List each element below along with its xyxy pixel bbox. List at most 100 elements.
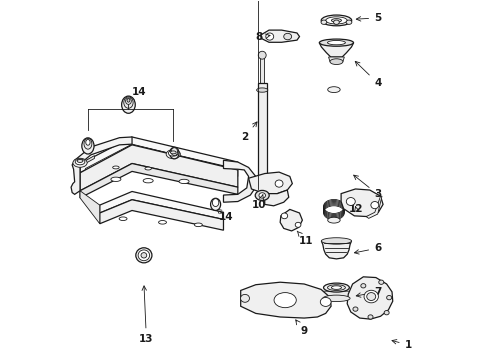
- Ellipse shape: [387, 296, 392, 300]
- Ellipse shape: [145, 167, 151, 170]
- Ellipse shape: [274, 293, 296, 308]
- Ellipse shape: [258, 51, 266, 59]
- Ellipse shape: [141, 253, 147, 258]
- Ellipse shape: [331, 286, 342, 289]
- Text: 1: 1: [392, 339, 412, 350]
- Ellipse shape: [166, 150, 180, 159]
- Text: 2: 2: [242, 122, 257, 142]
- Ellipse shape: [241, 294, 249, 302]
- Ellipse shape: [73, 158, 87, 167]
- Text: 11: 11: [297, 231, 313, 246]
- Ellipse shape: [323, 295, 350, 302]
- Ellipse shape: [331, 19, 342, 22]
- Ellipse shape: [368, 315, 373, 319]
- Ellipse shape: [327, 41, 345, 45]
- Ellipse shape: [138, 250, 149, 261]
- Text: 3: 3: [354, 175, 381, 199]
- Polygon shape: [321, 241, 351, 259]
- Polygon shape: [319, 42, 354, 57]
- Ellipse shape: [321, 20, 327, 24]
- Ellipse shape: [384, 311, 389, 315]
- Text: 8: 8: [256, 32, 270, 42]
- Ellipse shape: [84, 138, 92, 149]
- Polygon shape: [341, 189, 383, 217]
- Ellipse shape: [77, 159, 83, 162]
- Ellipse shape: [211, 198, 220, 211]
- Ellipse shape: [171, 151, 176, 154]
- Ellipse shape: [334, 20, 339, 24]
- Polygon shape: [261, 30, 299, 42]
- Polygon shape: [100, 192, 223, 220]
- Bar: [258, 83, 267, 189]
- Text: 6: 6: [354, 243, 381, 254]
- Ellipse shape: [127, 99, 130, 102]
- Ellipse shape: [371, 202, 379, 209]
- Ellipse shape: [171, 148, 177, 156]
- Ellipse shape: [195, 223, 202, 226]
- Ellipse shape: [75, 159, 85, 165]
- Ellipse shape: [259, 193, 266, 198]
- Ellipse shape: [281, 213, 288, 219]
- Ellipse shape: [361, 284, 366, 288]
- Ellipse shape: [257, 88, 268, 92]
- Ellipse shape: [275, 180, 283, 187]
- Ellipse shape: [169, 150, 178, 156]
- Polygon shape: [241, 282, 331, 318]
- Ellipse shape: [321, 15, 352, 26]
- Ellipse shape: [124, 97, 133, 108]
- Polygon shape: [85, 144, 238, 176]
- Ellipse shape: [82, 138, 94, 154]
- Polygon shape: [280, 210, 302, 231]
- Polygon shape: [329, 57, 344, 62]
- Ellipse shape: [266, 33, 274, 40]
- Text: 10: 10: [252, 195, 267, 210]
- Ellipse shape: [119, 217, 127, 221]
- Ellipse shape: [143, 179, 153, 183]
- Text: 4: 4: [355, 61, 382, 88]
- Ellipse shape: [295, 222, 301, 227]
- Ellipse shape: [346, 20, 352, 24]
- Text: 14: 14: [128, 87, 147, 102]
- Polygon shape: [347, 277, 393, 319]
- Ellipse shape: [327, 285, 345, 291]
- Ellipse shape: [364, 290, 378, 303]
- Ellipse shape: [330, 59, 343, 64]
- Polygon shape: [80, 163, 238, 198]
- Ellipse shape: [122, 96, 135, 113]
- Polygon shape: [74, 137, 132, 164]
- Ellipse shape: [346, 198, 355, 206]
- Ellipse shape: [125, 98, 131, 104]
- Polygon shape: [223, 160, 256, 202]
- Bar: [260, 54, 264, 83]
- Ellipse shape: [379, 280, 384, 284]
- Ellipse shape: [284, 33, 292, 40]
- Polygon shape: [80, 145, 238, 191]
- Ellipse shape: [113, 166, 119, 169]
- Ellipse shape: [328, 217, 340, 223]
- Ellipse shape: [212, 199, 219, 207]
- Polygon shape: [366, 196, 382, 219]
- Ellipse shape: [170, 147, 179, 159]
- Ellipse shape: [179, 179, 189, 184]
- Polygon shape: [265, 190, 289, 206]
- Ellipse shape: [353, 307, 358, 311]
- Polygon shape: [80, 156, 95, 166]
- Ellipse shape: [255, 190, 269, 201]
- Text: 14: 14: [217, 209, 234, 221]
- Ellipse shape: [328, 87, 340, 93]
- Polygon shape: [322, 291, 351, 298]
- Ellipse shape: [367, 293, 376, 301]
- Text: 13: 13: [139, 286, 154, 343]
- Polygon shape: [80, 137, 238, 173]
- Ellipse shape: [86, 139, 90, 145]
- Ellipse shape: [111, 177, 121, 181]
- Text: 5: 5: [356, 13, 381, 23]
- Ellipse shape: [320, 297, 331, 306]
- Ellipse shape: [321, 238, 351, 244]
- Polygon shape: [248, 172, 293, 194]
- Text: 12: 12: [349, 204, 364, 215]
- Ellipse shape: [319, 39, 353, 46]
- Text: 7: 7: [356, 287, 382, 297]
- Ellipse shape: [136, 248, 152, 263]
- Polygon shape: [80, 191, 100, 224]
